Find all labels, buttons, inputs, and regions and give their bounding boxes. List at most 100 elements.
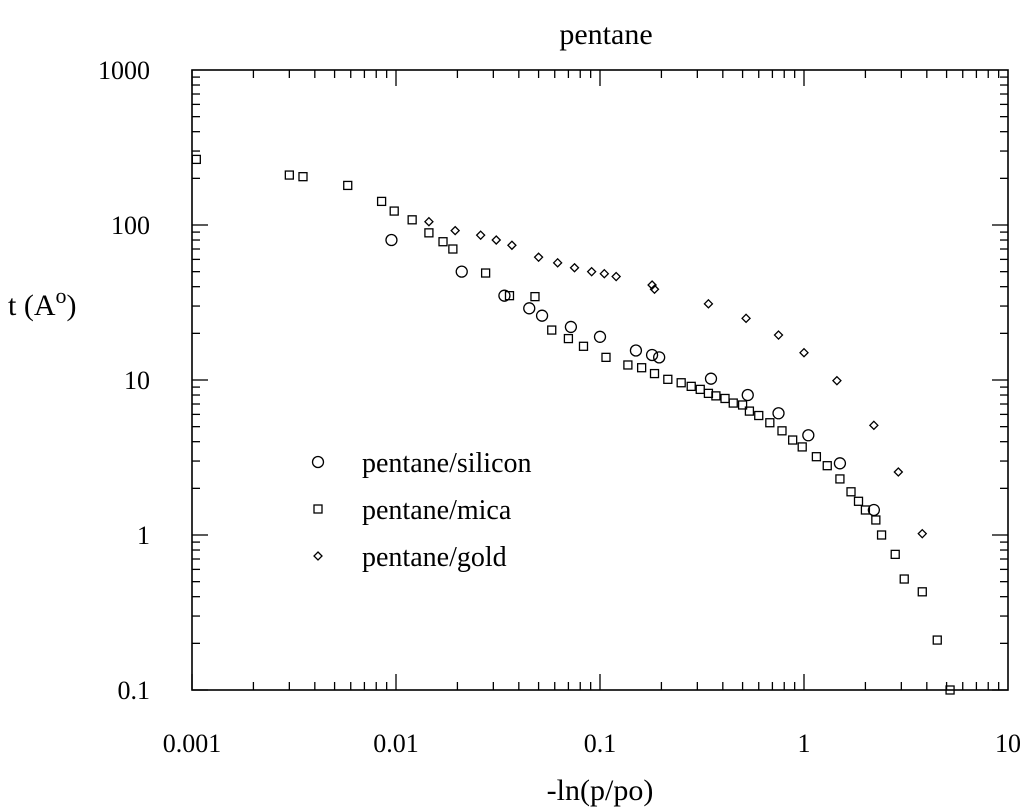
mica-point	[530, 291, 540, 302]
y-tick-label: 100	[111, 211, 150, 240]
mica-point	[720, 393, 730, 404]
legend-entry-silicon: pentane/silicon	[311, 448, 532, 479]
axis-ticks	[191, 70, 1008, 691]
y-axis-label: t (Ao)	[8, 283, 77, 322]
x-tick-label: 0.1	[584, 729, 617, 758]
mica-point	[899, 574, 909, 584]
gold-point	[773, 330, 784, 340]
gold-point	[569, 262, 580, 273]
gold-point	[917, 528, 928, 539]
legend-entry-gold: pentane/gold	[313, 542, 507, 573]
legend-square-marker	[313, 504, 323, 514]
mica-point	[389, 206, 399, 216]
mica-point	[298, 172, 308, 182]
silicon-point	[455, 265, 468, 278]
mica-point	[744, 406, 755, 416]
mica-point	[871, 515, 881, 525]
y-tick-label: 1	[137, 521, 150, 550]
legend: pentane/silicon pentane/mica pentane/gol…	[311, 448, 532, 573]
mica-point	[728, 398, 738, 408]
legend-label-gold: pentane/gold	[362, 542, 507, 573]
gold-point	[868, 420, 879, 431]
mica-point	[578, 341, 589, 351]
y-tick-label: 0.1	[118, 676, 151, 705]
silicon-point	[772, 407, 785, 420]
gold-point	[586, 266, 597, 277]
data-marks	[191, 154, 955, 695]
mica-point	[649, 368, 660, 379]
silicon-point	[564, 320, 578, 334]
y-tick-label: 1000	[98, 56, 150, 85]
mica-point	[703, 388, 714, 399]
mica-point	[663, 374, 673, 384]
mica-point	[754, 410, 764, 421]
mica-point	[686, 381, 696, 391]
mica-point	[407, 215, 417, 225]
silicon-point	[498, 289, 511, 302]
x-axis-label: -ln(p/po)	[547, 774, 654, 807]
mica-point	[932, 635, 942, 645]
gold-point	[475, 230, 486, 241]
gold-point	[741, 313, 751, 324]
mica-point	[835, 474, 845, 484]
plot-frame	[191, 69, 1009, 691]
mica-point	[890, 549, 900, 560]
silicon-point	[833, 457, 847, 470]
mica-point	[777, 426, 787, 436]
silicon-point	[704, 372, 718, 385]
mica-point	[480, 268, 491, 278]
x-tick-label: 0.01	[373, 729, 419, 758]
gold-point	[423, 216, 434, 227]
x-tick-labels: 0.001 0.01 0.1 1 10	[163, 729, 1021, 758]
silicon-point	[629, 344, 643, 357]
gold-point	[703, 298, 714, 309]
gold-point	[647, 280, 657, 290]
mica-point	[811, 452, 822, 462]
gold-point	[611, 271, 622, 282]
x-tick-label: 10	[995, 729, 1021, 758]
gold-point	[599, 268, 610, 279]
chart-title: pentane	[559, 18, 652, 51]
silicon-point	[535, 309, 549, 322]
legend-diamond-marker	[313, 551, 323, 561]
mica-point	[623, 360, 633, 370]
mica-point	[563, 333, 574, 344]
mica-point	[376, 196, 387, 207]
gold-point	[491, 235, 502, 245]
mica-point	[876, 530, 887, 540]
mica-point	[917, 587, 927, 597]
silicon-point	[523, 302, 536, 315]
mica-point	[636, 363, 647, 373]
mica-point	[860, 505, 871, 515]
mica-point	[438, 237, 448, 247]
silicon-point	[653, 351, 666, 364]
gold-point	[552, 257, 563, 268]
legend-label-mica: pentane/mica	[362, 495, 512, 526]
mica-point	[504, 291, 515, 301]
mica-point	[448, 244, 458, 254]
gold-point	[893, 467, 904, 477]
y-axis-label-superscript: o	[56, 283, 67, 308]
gold-point	[506, 240, 517, 251]
mica-point	[765, 418, 775, 428]
mica-point	[191, 154, 201, 165]
mica-point	[676, 378, 686, 388]
gold-point	[799, 347, 809, 358]
mica-point	[737, 400, 748, 410]
mica-point	[424, 228, 434, 238]
legend-label-silicon: pentane/silicon	[362, 448, 532, 479]
gold-point	[450, 225, 461, 236]
legend-circle-marker	[311, 455, 325, 469]
x-tick-label: 1	[798, 729, 811, 758]
gold-point	[831, 375, 842, 386]
legend-entry-mica: pentane/mica	[313, 495, 512, 526]
mica-point	[788, 435, 798, 445]
mica-point	[343, 180, 353, 191]
mica-point	[711, 391, 721, 401]
y-axis-label-text: t (A	[8, 289, 56, 322]
mica-point	[853, 496, 864, 506]
mica-point	[822, 461, 832, 471]
y-tick-label: 10	[124, 366, 150, 395]
mica-point	[695, 384, 705, 395]
